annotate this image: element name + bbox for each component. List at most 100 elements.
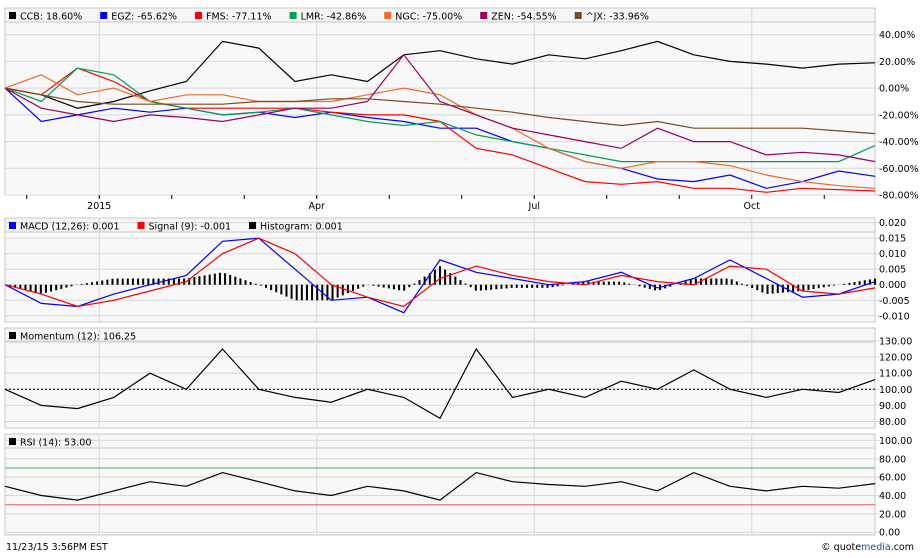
histogram-bar [787, 284, 789, 293]
histogram-bar [147, 278, 150, 285]
y-tick-label: 120.00 [879, 353, 912, 364]
legend-entry: Histogram: 0.001 [260, 222, 343, 233]
legend-swatch [480, 12, 488, 19]
series-line-momentum [4, 347, 876, 420]
legend-entry: Momentum (12): 106.25 [20, 332, 136, 343]
histogram-bar [331, 284, 334, 300]
histogram-bar [485, 284, 488, 291]
histogram-bar [653, 284, 656, 291]
histogram-bar [326, 284, 329, 301]
histogram-bar [423, 276, 426, 285]
histogram-bar [766, 284, 769, 294]
histogram-bar [357, 284, 360, 289]
histogram-bar [853, 282, 856, 285]
histogram-bar [771, 284, 774, 294]
copyright[interactable]: © quotemedia.com [821, 542, 914, 553]
histogram-bar [280, 284, 283, 295]
histogram-bar [428, 273, 431, 285]
histogram-bar [684, 281, 687, 285]
histogram-bar [254, 283, 257, 285]
histogram-bar [756, 284, 759, 291]
histogram-bar [377, 284, 380, 287]
histogram-bar [500, 284, 503, 289]
histogram-bar [305, 284, 308, 301]
histogram-bar [515, 284, 518, 288]
histogram-bar [827, 284, 830, 287]
y-tick-label: 100.00 [879, 436, 912, 447]
histogram-bar [664, 284, 667, 289]
y-tick-label: 20.00 [879, 509, 906, 520]
y-tick-label: -0.010 [879, 311, 910, 322]
legend-swatch [249, 222, 257, 229]
histogram-bar [474, 284, 477, 291]
histogram-bar [592, 281, 595, 285]
legend-swatch [574, 12, 582, 19]
y-tick-label: 130.00 [879, 336, 912, 347]
histogram-bar [556, 284, 559, 287]
histogram-bar [454, 276, 457, 285]
histogram-bar [863, 280, 866, 285]
histogram-bar [607, 281, 610, 285]
histogram-bar [822, 284, 825, 288]
series-line-egz [4, 87, 876, 189]
histogram-bar [311, 284, 314, 301]
y-tick-label: -60.00% [879, 164, 919, 175]
legend-bar [4, 217, 876, 233]
legend-entry: NGC: -75.00% [395, 12, 462, 23]
legend-entry: Signal (9): -0.001 [149, 222, 232, 233]
histogram-bar [495, 284, 498, 290]
legend-swatch [9, 12, 16, 19]
histogram-bar [669, 284, 672, 287]
histogram-bar [44, 284, 47, 293]
series-line-rsi [4, 471, 876, 501]
histogram-bar [751, 284, 754, 289]
histogram-bar [178, 278, 180, 285]
histogram-bar [121, 278, 124, 285]
series-line-zen [4, 53, 876, 163]
y-tick-label: 0.005 [879, 265, 906, 276]
histogram-bar [812, 284, 815, 290]
histogram-bar [761, 284, 764, 293]
histogram-bar [85, 283, 88, 285]
histogram-bar [848, 282, 851, 285]
histogram-bar [29, 284, 32, 292]
histogram-bar [172, 278, 175, 285]
histogram-bar [623, 282, 626, 285]
legend-swatch [194, 12, 202, 19]
histogram-bar [705, 278, 708, 285]
histogram-bar [60, 284, 63, 289]
x-tick-label: Apr [309, 201, 326, 212]
histogram-bar [740, 283, 743, 285]
histogram-bar [270, 284, 273, 291]
panel-rsi [4, 433, 876, 536]
histogram-bar [602, 281, 605, 285]
histogram-bar [439, 266, 441, 285]
panel-momentum [4, 327, 876, 429]
histogram-bar [208, 274, 211, 285]
legend-entry: ^JX: -33.96% [586, 12, 649, 23]
histogram-bar [106, 279, 109, 285]
x-tick-label: Jul [528, 201, 540, 212]
histogram-bar [213, 273, 216, 285]
legend-swatch [9, 438, 16, 445]
legend-swatch [9, 222, 16, 229]
histogram-bar [618, 281, 621, 285]
histogram-bar [843, 283, 846, 285]
histogram-bar [807, 284, 810, 290]
y-tick-label: 40.00% [879, 30, 915, 41]
histogram-bar [167, 278, 170, 285]
histogram-bar [316, 284, 319, 301]
legend-entry: ZEN: -54.55% [491, 12, 557, 23]
histogram-bar [817, 284, 820, 289]
histogram-bar [19, 284, 22, 289]
histogram-bar [362, 284, 365, 287]
series-line-jx [4, 87, 876, 135]
histogram-bar [39, 284, 42, 294]
histogram-bar [346, 284, 349, 294]
histogram-bar [464, 283, 467, 285]
histogram-bar [188, 278, 191, 285]
histogram-bar [613, 281, 615, 285]
histogram-bar [735, 281, 738, 285]
histogram-bar [295, 284, 298, 301]
histogram-bar [300, 284, 303, 301]
